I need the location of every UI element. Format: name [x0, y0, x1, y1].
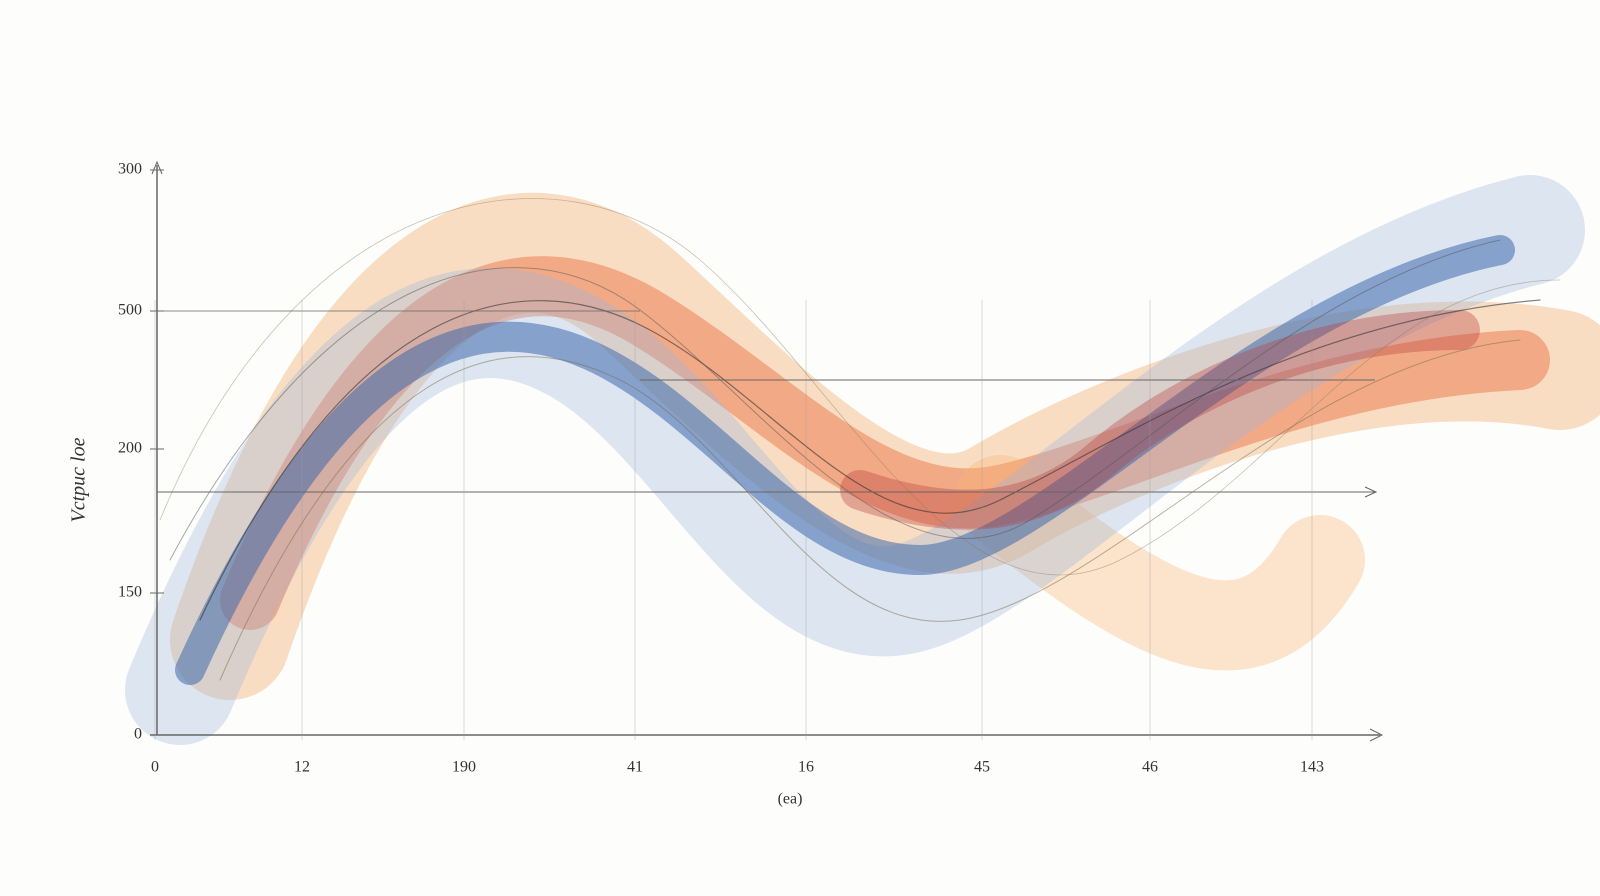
- x-tick-label: 12: [294, 759, 310, 776]
- y-axis-label: Vctpuc loe: [68, 437, 90, 522]
- x-tick-label: 46: [1142, 759, 1158, 776]
- x-tick-label: 45: [974, 759, 990, 776]
- y-tick-label: 200: [118, 440, 142, 457]
- x-tick-label: 41: [627, 759, 643, 776]
- y-tick-label: 500: [118, 302, 142, 319]
- y-tick-label: 0: [134, 726, 142, 743]
- y-tick-label: 150: [118, 584, 142, 601]
- x-tick-label: 16: [798, 759, 814, 776]
- x-tick-label: 0: [151, 759, 159, 776]
- y-tick-label: 300: [118, 161, 142, 178]
- watercolor-curves: [125, 175, 1600, 745]
- x-tick-label: 143: [1300, 759, 1324, 776]
- x-tick-label: 190: [452, 759, 476, 776]
- x-axis-label: (ea): [778, 791, 803, 808]
- axes: [150, 160, 1384, 742]
